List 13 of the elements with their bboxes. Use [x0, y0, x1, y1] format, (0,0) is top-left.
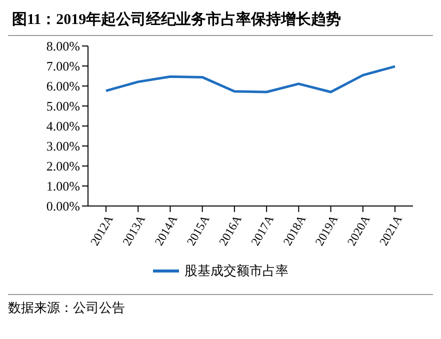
source-note: 数据来源：公司公告: [8, 299, 126, 317]
y-tick-label: 8.00%: [46, 38, 80, 54]
line-series: [104, 65, 396, 94]
y-tick-label: 2.00%: [46, 158, 80, 174]
legend-label: 股基成交额市占率: [184, 262, 288, 280]
y-tick-label: 5.00%: [46, 98, 80, 114]
chart-title: 图11：2019年起公司经纪业务市占率保持增长趋势: [8, 8, 433, 36]
y-tick-label: 7.00%: [46, 58, 80, 74]
y-tick-label: 0.00%: [46, 198, 80, 214]
y-tick-label: 1.00%: [46, 178, 80, 194]
y-tick-label: 4.00%: [46, 118, 80, 134]
y-tick-label: 3.00%: [46, 138, 80, 154]
y-tick-label: 6.00%: [46, 78, 80, 94]
